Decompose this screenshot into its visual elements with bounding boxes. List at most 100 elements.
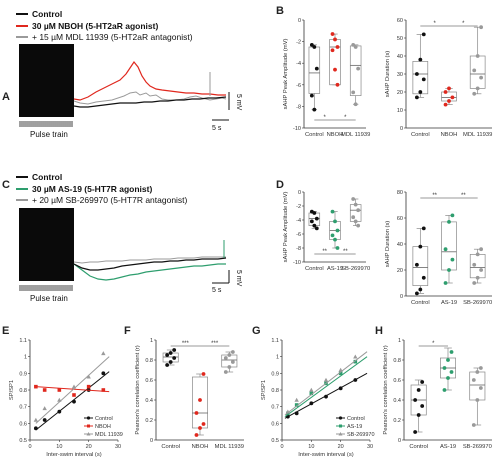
data-point [101, 371, 106, 376]
data-point [479, 25, 484, 30]
category-label: Control [305, 266, 324, 272]
y-tick-label: -6 [296, 83, 301, 89]
data-point [414, 95, 419, 100]
legend-marker [87, 424, 90, 428]
data-point [333, 67, 337, 72]
legend-c-label-as19: 30 µM AS-19 (5-HT7R agonist) [32, 184, 152, 194]
panel-letter-a: A [2, 91, 10, 103]
data-point [472, 262, 477, 267]
data-point [353, 45, 358, 49]
data-point [57, 388, 62, 392]
data-point [421, 275, 426, 280]
x-tick-label: 10 [56, 444, 62, 450]
data-point [230, 360, 235, 364]
data-point [168, 360, 173, 364]
pulse-train-label-a: Pulse train [30, 130, 68, 139]
data-point [324, 394, 328, 399]
data-point [475, 370, 480, 374]
y-tick-label: 1.1 [19, 338, 27, 344]
category-label: Control [411, 300, 430, 306]
data-point [42, 418, 47, 422]
y-axis-label: SP/SP1 [261, 380, 267, 400]
data-point [447, 268, 451, 272]
y-tick-label: 20 [397, 90, 403, 96]
data-point [309, 42, 314, 47]
data-point [101, 351, 106, 356]
data-point [472, 68, 477, 73]
legend-c: Control 30 µM AS-19 (5-HT7R agonist) + 2… [16, 172, 188, 205]
x-tick-label: 30 [367, 444, 373, 450]
data-point [330, 233, 335, 238]
y-tick-label: 0.7 [19, 405, 27, 411]
y-tick-label: 30 [397, 72, 403, 78]
data-point [421, 226, 426, 231]
y-axis-label: sAHP Duration (s) [385, 221, 391, 268]
y-tick-label: -8 [296, 104, 301, 110]
data-point [356, 223, 361, 228]
chart-b-right: 0 10 20 30 40 50 60 sAHP Duration (s) Control NBO… [385, 18, 492, 138]
y-tick-label: 0 [400, 126, 403, 132]
legend-a-label-mdl: + 15 µM MDL 11939 (5-HT2aR antagonist) [32, 32, 193, 42]
data-point [416, 388, 421, 392]
legend-marker [338, 416, 343, 420]
significance-label: ** [461, 193, 466, 199]
data-point [201, 372, 206, 376]
panel-letter-f: F [124, 325, 131, 337]
y-axis-label: SP/SP1 [9, 380, 15, 400]
data-point [168, 351, 173, 355]
data-point [330, 48, 335, 53]
traces-a [19, 44, 227, 117]
data-point [442, 366, 447, 370]
data-point [478, 366, 483, 370]
legend-a-label-control: Control [32, 9, 62, 19]
data-point [223, 356, 228, 360]
data-point [309, 391, 314, 396]
data-point [475, 252, 480, 257]
panel-letter-g: G [252, 325, 261, 337]
data-point [194, 411, 199, 415]
data-point [353, 102, 358, 107]
data-point [479, 75, 484, 80]
traces-c [19, 208, 227, 281]
y-tick-label: 1 [24, 355, 27, 361]
data-point [309, 93, 314, 98]
data-point [285, 409, 291, 414]
chart-f: 0 0.2 0.4 0.6 0.8 1 Pearson's correlation coef… [135, 338, 244, 450]
category-label: MDL 11939 [341, 132, 370, 138]
legend-marker [339, 424, 342, 428]
legend-marker [86, 432, 91, 436]
data-point [475, 54, 480, 58]
category-label: NBOH [441, 132, 458, 138]
x-tick-label: 10 [308, 444, 314, 450]
data-point [353, 202, 358, 207]
data-point [414, 262, 419, 267]
data-point [335, 45, 340, 49]
legend-label: MDL 11939 [95, 432, 123, 438]
data-point [314, 216, 319, 221]
category-label: Control [411, 132, 430, 138]
data-point [227, 353, 232, 357]
data-point [479, 247, 484, 252]
significance-label: * [323, 115, 326, 121]
significance-label: * [344, 115, 347, 121]
legend-label: SB-269970 [347, 432, 375, 438]
legend-label: NBOH [95, 424, 111, 430]
significance-label: * [462, 21, 465, 27]
data-point [353, 378, 358, 382]
category-label: SB-269970 [341, 266, 370, 272]
significance-label: ** [322, 249, 327, 255]
fit-line [35, 386, 110, 393]
trace-c-as19 [73, 263, 226, 281]
data-point [227, 365, 232, 369]
x-tick-label: 0 [280, 444, 283, 450]
category-label: Control [305, 132, 324, 138]
fit-line [284, 351, 368, 416]
category-label: AS-19 [440, 444, 456, 450]
data-point [351, 42, 356, 47]
data-point [57, 409, 62, 414]
data-point [475, 86, 480, 91]
data-point [330, 209, 335, 214]
data-point [335, 246, 340, 250]
y-tick-label: 1 [150, 338, 153, 344]
